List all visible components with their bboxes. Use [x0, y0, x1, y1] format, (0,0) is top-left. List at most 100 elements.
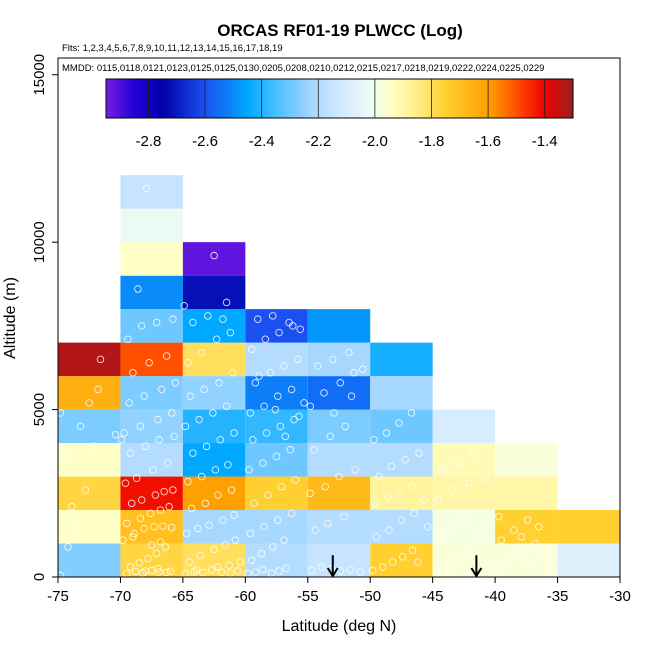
- sample-point: [285, 318, 293, 327]
- sample-point: [164, 459, 172, 467]
- sample-point: [135, 559, 143, 567]
- sample-point: [76, 422, 85, 431]
- sample-point: [382, 429, 391, 437]
- x-tick-label: -50: [359, 588, 381, 605]
- colorbar: -2.8 -2.6 -2.4 -2.2 -2.0 -1.8 -1.6 -1.4: [105, 78, 574, 150]
- sample-point: [272, 452, 281, 461]
- sample-point: [264, 491, 272, 499]
- sample-point: [230, 429, 238, 437]
- sample-point: [535, 523, 543, 531]
- sample-point: [234, 567, 242, 575]
- heatmap-cell: [245, 510, 308, 544]
- heatmap-cell: [120, 409, 183, 444]
- sample-point: [277, 482, 286, 491]
- sample-point: [396, 489, 404, 498]
- heatmap-cell: [432, 476, 496, 511]
- sample-point: [531, 539, 539, 548]
- sample-point: [155, 568, 163, 576]
- sample-point: [141, 442, 150, 451]
- sample-point: [294, 355, 302, 364]
- x-tick-label: -35: [547, 588, 569, 605]
- sample-point: [350, 368, 358, 377]
- sample-point: [197, 348, 206, 357]
- sample-point: [295, 412, 303, 421]
- sample-point: [517, 533, 526, 541]
- sample-point: [199, 568, 207, 577]
- sample-point: [221, 541, 230, 549]
- sample-point: [448, 486, 457, 494]
- sample-point: [280, 362, 288, 370]
- colorbar-tick-label: -1.8: [419, 133, 445, 150]
- sample-point: [152, 549, 161, 558]
- sample-point: [408, 546, 417, 554]
- sample-point: [275, 567, 283, 575]
- heatmap-cell: [432, 443, 496, 477]
- heatmap-cell: [120, 208, 183, 243]
- sample-point: [154, 564, 162, 573]
- sample-point: [151, 491, 160, 499]
- sample-point: [126, 563, 135, 571]
- sample-point: [336, 379, 344, 387]
- sample-point: [276, 422, 285, 431]
- heatmap-cells: [58, 175, 620, 577]
- sample-point: [117, 435, 126, 444]
- sample-point: [56, 409, 65, 417]
- sample-point: [476, 529, 484, 538]
- sample-point: [119, 536, 127, 544]
- sample-point: [130, 529, 138, 538]
- sample-point: [388, 558, 397, 566]
- marker-arrow-head: [470, 567, 483, 578]
- sample-point: [465, 479, 473, 487]
- sample-point: [247, 345, 256, 354]
- sample-point: [155, 435, 163, 444]
- sample-point: [224, 461, 232, 469]
- sample-point: [134, 285, 142, 293]
- sample-point: [162, 352, 171, 360]
- sample-point: [190, 567, 198, 576]
- heatmap-cell: [120, 443, 183, 477]
- sample-point: [282, 564, 291, 573]
- heatmap-cell: [495, 443, 558, 477]
- sample-point: [156, 506, 165, 514]
- heatmap-cell: [58, 409, 121, 444]
- sample-point: [162, 568, 171, 577]
- sample-point: [291, 476, 300, 484]
- sample-point: [321, 482, 330, 491]
- heatmap-cell: [370, 342, 433, 377]
- colorbar-tick-label: -2.2: [305, 133, 331, 150]
- sample-point: [67, 502, 76, 511]
- sample-point: [408, 482, 417, 491]
- sample-point: [215, 379, 223, 387]
- heatmap-cell: [370, 476, 433, 511]
- sample-point: [495, 512, 503, 521]
- sample-point: [212, 335, 221, 344]
- sample-point: [81, 486, 90, 494]
- sample-point: [275, 328, 283, 337]
- sample-point: [375, 472, 383, 481]
- sample-point: [497, 536, 506, 544]
- heatmap-cell: [245, 342, 308, 377]
- marker-arrows: [326, 555, 483, 578]
- x-axis: -75 -70 -65 -60 -55 -50 -45 -40 -35 -30: [47, 577, 631, 605]
- sample-point: [129, 368, 137, 377]
- heatmap-cell: [120, 242, 183, 276]
- heatmap-cell: [307, 376, 371, 410]
- sample-point: [261, 335, 270, 344]
- x-tick-label: -70: [110, 588, 132, 605]
- sample-point: [335, 472, 343, 481]
- sample-point: [167, 409, 176, 417]
- heatmap-cell: [182, 409, 246, 444]
- sample-point: [341, 422, 349, 431]
- sample-point: [145, 358, 153, 367]
- sample-point: [320, 389, 328, 397]
- sample-point: [181, 422, 190, 431]
- y-tick-label: 15000: [31, 54, 48, 96]
- sample-point: [259, 565, 267, 574]
- sample-point: [433, 496, 442, 504]
- heatmap-cell: [495, 543, 558, 577]
- sample-point: [222, 298, 231, 307]
- heatmap-cell: [495, 476, 558, 511]
- heatmap-cell: [182, 476, 246, 511]
- heatmap-cell: [307, 510, 371, 544]
- x-tick-label: -45: [422, 588, 444, 605]
